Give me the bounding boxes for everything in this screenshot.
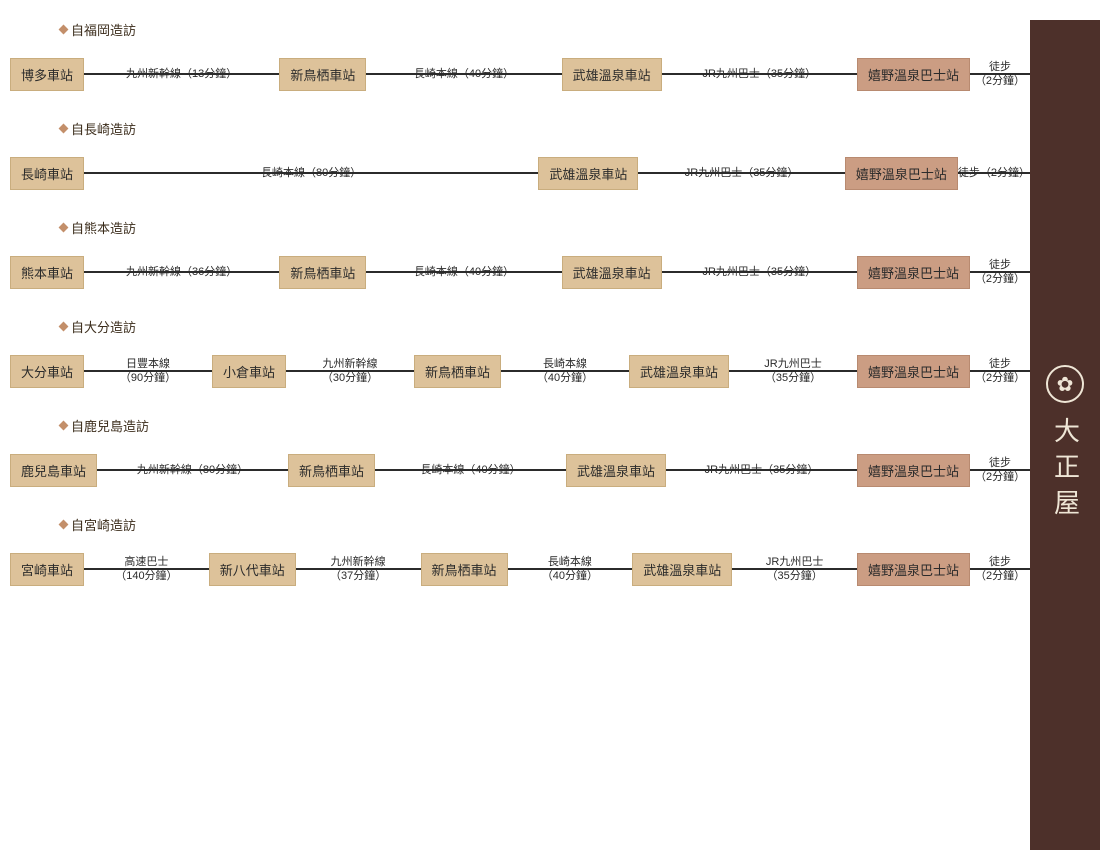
- bullet-icon: [59, 223, 69, 233]
- station-stop: 新鳥栖車站: [421, 553, 508, 586]
- station-stop: 武雄溫泉車站: [562, 256, 662, 289]
- route-segment: 九州新幹線（36分鐘）: [84, 265, 279, 279]
- route-segment: 徒步（2分鐘）: [970, 258, 1030, 287]
- route-row: 熊本車站九州新幹線（36分鐘）新鳥栖車站長崎本線（40分鐘）武雄溫泉車站JR九州…: [10, 247, 1030, 297]
- route-segment: 九州新幹線（30分鐘）: [286, 357, 414, 386]
- route-segment: 長崎本線（40分鐘）: [366, 67, 561, 81]
- station-stop: 博多車站: [10, 58, 84, 91]
- route-title: 自宮崎造訪: [60, 515, 1030, 534]
- station-stop: 鹿兒島車站: [10, 454, 97, 487]
- route-segment: 高速巴士（140分鐘）: [84, 555, 209, 584]
- route-segment: 徒步（2分鐘）: [958, 166, 1030, 180]
- route-title-text: 自鹿兒島造訪: [71, 416, 149, 435]
- route-segment: 日豐本線（90分鐘）: [84, 357, 212, 386]
- route-segment: 長崎本線（40分鐘）: [375, 463, 566, 477]
- station-stop: 宮崎車站: [10, 553, 84, 586]
- bus-stop: 嬉野溫泉巴士站: [845, 157, 958, 190]
- route-segment: 徒步（2分鐘）: [970, 357, 1030, 386]
- route-segment: 徒步（2分鐘）: [970, 555, 1030, 584]
- station-stop: 長崎車站: [10, 157, 84, 190]
- station-stop: 武雄溫泉車站: [566, 454, 666, 487]
- route-title: 自長崎造訪: [60, 119, 1030, 138]
- route-segment: 長崎本線（40分鐘）: [508, 555, 633, 584]
- routes-container: 自福岡造訪博多車站九州新幹線（13分鐘）新鳥栖車站長崎本線（40分鐘）武雄溫泉車…: [0, 20, 1030, 850]
- route-row: 大分車站日豐本線（90分鐘）小倉車站九州新幹線（30分鐘）新鳥栖車站長崎本線（4…: [10, 346, 1030, 396]
- station-stop: 新鳥栖車站: [279, 58, 366, 91]
- bullet-icon: [59, 520, 69, 530]
- route-segment: JR九州巴士（35分鐘）: [732, 555, 857, 584]
- route-title: 自大分造訪: [60, 317, 1030, 336]
- route-block: 自福岡造訪博多車站九州新幹線（13分鐘）新鳥栖車站長崎本線（40分鐘）武雄溫泉車…: [10, 20, 1030, 99]
- station-stop: 武雄溫泉車站: [538, 157, 638, 190]
- route-segment: 徒步（2分鐘）: [970, 456, 1030, 485]
- route-segment: 九州新幹線（37分鐘）: [296, 555, 421, 584]
- station-stop: 武雄溫泉車站: [562, 58, 662, 91]
- route-row: 博多車站九州新幹線（13分鐘）新鳥栖車站長崎本線（40分鐘）武雄溫泉車站JR九州…: [10, 49, 1030, 99]
- station-stop: 大分車站: [10, 355, 84, 388]
- route-title: 自鹿兒島造訪: [60, 416, 1030, 435]
- bullet-icon: [59, 124, 69, 134]
- route-segment: 九州新幹線（80分鐘）: [97, 463, 288, 477]
- station-stop: 武雄溫泉車站: [632, 553, 732, 586]
- route-title-text: 自熊本造訪: [71, 218, 136, 237]
- route-segment: 徒步（2分鐘）: [970, 60, 1030, 89]
- route-block: 自鹿兒島造訪鹿兒島車站九州新幹線（80分鐘）新鳥栖車站長崎本線（40分鐘）武雄溫…: [10, 416, 1030, 495]
- route-row: 長崎車站長崎本線（80分鐘）武雄溫泉車站JR九州巴士（35分鐘）嬉野溫泉巴士站徒…: [10, 148, 1030, 198]
- route-segment: JR九州巴士（35分鐘）: [638, 166, 845, 180]
- route-segment: 九州新幹線（13分鐘）: [84, 67, 279, 81]
- bus-stop: 嬉野溫泉巴士站: [857, 553, 970, 586]
- route-row: 宮崎車站高速巴士（140分鐘）新八代車站九州新幹線（37分鐘）新鳥栖車站長崎本線…: [10, 544, 1030, 594]
- route-title-text: 自福岡造訪: [71, 20, 136, 39]
- route-block: 自熊本造訪熊本車站九州新幹線（36分鐘）新鳥栖車站長崎本線（40分鐘）武雄溫泉車…: [10, 218, 1030, 297]
- route-segment: JR九州巴士（35分鐘）: [662, 67, 857, 81]
- route-title: 自福岡造訪: [60, 20, 1030, 39]
- route-segment: 長崎本線（80分鐘）: [84, 166, 538, 180]
- bullet-icon: [59, 25, 69, 35]
- route-segment: 長崎本線（40分鐘）: [366, 265, 561, 279]
- route-row: 鹿兒島車站九州新幹線（80分鐘）新鳥栖車站長崎本線（40分鐘）武雄溫泉車站JR九…: [10, 445, 1030, 495]
- brand-crest-icon: ✿: [1046, 365, 1084, 403]
- station-stop: 熊本車站: [10, 256, 84, 289]
- bus-stop: 嬉野溫泉巴士站: [857, 58, 970, 91]
- station-stop: 新鳥栖車站: [288, 454, 375, 487]
- station-stop: 小倉車站: [212, 355, 286, 388]
- route-title: 自熊本造訪: [60, 218, 1030, 237]
- route-block: 自大分造訪大分車站日豐本線（90分鐘）小倉車站九州新幹線（30分鐘）新鳥栖車站長…: [10, 317, 1030, 396]
- station-stop: 新鳥栖車站: [414, 355, 501, 388]
- station-stop: 武雄溫泉車站: [629, 355, 729, 388]
- station-stop: 新鳥栖車站: [279, 256, 366, 289]
- bus-stop: 嬉野溫泉巴士站: [857, 256, 970, 289]
- route-title-text: 自宮崎造訪: [71, 515, 136, 534]
- bus-stop: 嬉野溫泉巴士站: [857, 454, 970, 487]
- route-block: 自長崎造訪長崎車站長崎本線（80分鐘）武雄溫泉車站JR九州巴士（35分鐘）嬉野溫…: [10, 119, 1030, 198]
- route-segment: JR九州巴士（35分鐘）: [666, 463, 857, 477]
- bullet-icon: [59, 322, 69, 332]
- route-segment: JR九州巴士（35分鐘）: [662, 265, 857, 279]
- route-segment: 長崎本線（40分鐘）: [501, 357, 629, 386]
- brand-name: 大正屋: [1047, 417, 1084, 525]
- bus-stop: 嬉野溫泉巴士站: [857, 355, 970, 388]
- bullet-icon: [59, 421, 69, 431]
- brand-sidebar: ✿ 大正屋: [1030, 20, 1100, 850]
- route-title-text: 自大分造訪: [71, 317, 136, 336]
- route-block: 自宮崎造訪宮崎車站高速巴士（140分鐘）新八代車站九州新幹線（37分鐘）新鳥栖車…: [10, 515, 1030, 594]
- route-segment: JR九州巴士（35分鐘）: [729, 357, 857, 386]
- route-title-text: 自長崎造訪: [71, 119, 136, 138]
- station-stop: 新八代車站: [209, 553, 296, 586]
